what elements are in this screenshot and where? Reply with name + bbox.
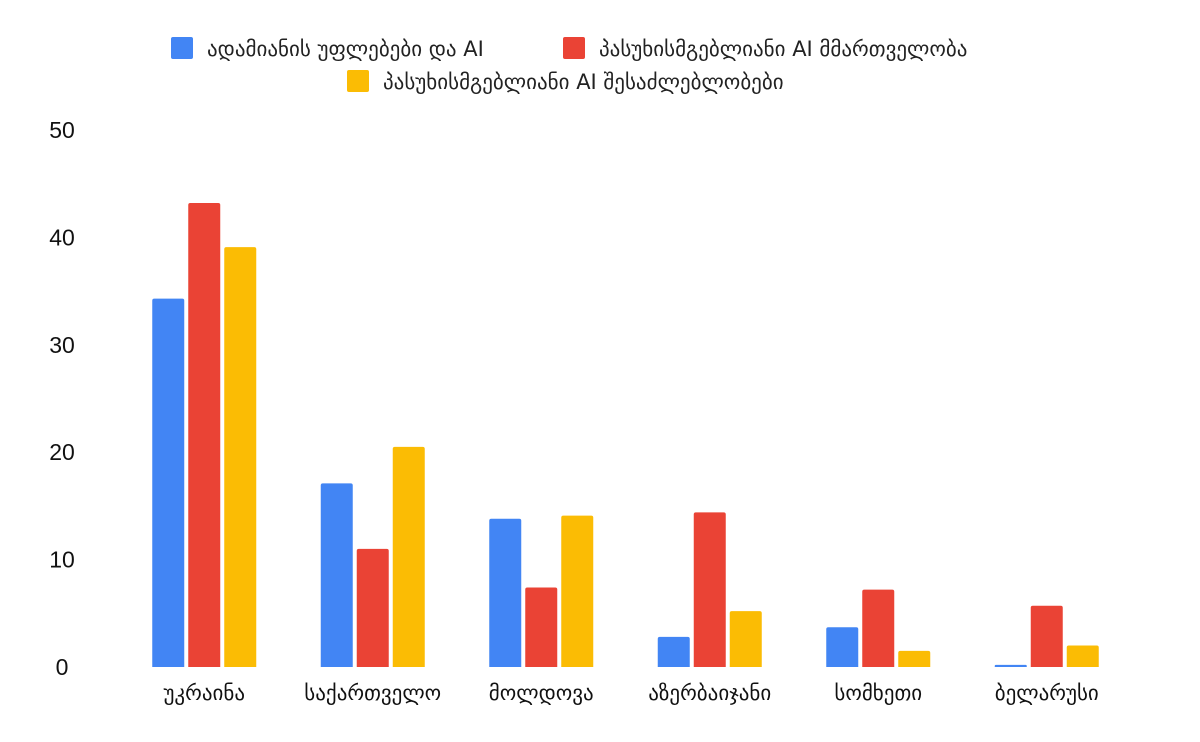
bar-3-series-3[interactable] bbox=[561, 515, 594, 667]
bar-1-series-3[interactable] bbox=[224, 247, 257, 668]
x-axis: უკრაინა საქართველო მოლდოვა აზერბაიჯანი სომხე… bbox=[163, 681, 1098, 705]
legend-label-1: ადამიანის უფლებები და AI bbox=[207, 37, 484, 61]
bar-4-series-2[interactable] bbox=[693, 512, 726, 667]
bars bbox=[152, 203, 1099, 668]
bar-5-series-2[interactable] bbox=[862, 589, 895, 667]
legend-item-2[interactable]: პასუხისმგებლიანი AI მმართველობა bbox=[563, 37, 967, 61]
bar-2-series-2[interactable] bbox=[356, 548, 389, 667]
bar-3-series-1[interactable] bbox=[489, 518, 522, 667]
legend-swatch-3 bbox=[347, 70, 369, 92]
x-category-label: უკრაინა bbox=[163, 681, 245, 705]
x-category-label: აზერბაიჯანი bbox=[648, 681, 771, 705]
legend: ადამიანის უფლებები და AI პასუხისმგებლიან… bbox=[171, 37, 967, 94]
x-category-label: ბელარუსი bbox=[995, 681, 1099, 705]
bar-5-series-1[interactable] bbox=[826, 627, 859, 667]
bar-1-series-2[interactable] bbox=[188, 203, 221, 668]
bar-4-series-1[interactable] bbox=[657, 636, 690, 667]
y-tick-label: 50 bbox=[49, 117, 75, 143]
bar-2-series-3[interactable] bbox=[392, 446, 425, 667]
bar-4-series-3[interactable] bbox=[729, 611, 762, 667]
bar-3-series-2[interactable] bbox=[525, 587, 558, 667]
legend-swatch-2 bbox=[563, 37, 585, 59]
bar-5-series-3[interactable] bbox=[898, 650, 931, 667]
bar-2-series-1[interactable] bbox=[320, 483, 353, 667]
x-category-label: სომხეთი bbox=[834, 681, 922, 705]
x-category-label: მოლდოვა bbox=[489, 681, 594, 705]
y-tick-label: 40 bbox=[49, 224, 75, 250]
legend-swatch-1 bbox=[171, 37, 193, 59]
y-tick-label: 20 bbox=[49, 439, 75, 465]
y-tick-label: 0 bbox=[56, 654, 69, 680]
y-tick-label: 10 bbox=[49, 547, 75, 573]
legend-label-2: პასუხისმგებლიანი AI მმართველობა bbox=[599, 37, 967, 61]
x-category-label: საქართველო bbox=[304, 681, 441, 705]
bar-6-series-1[interactable] bbox=[994, 664, 1027, 667]
legend-label-3: პასუხისმგებლიანი AI შესაძლებლობები bbox=[383, 70, 784, 94]
bar-6-series-2[interactable] bbox=[1030, 605, 1063, 667]
bar-6-series-3[interactable] bbox=[1066, 645, 1099, 667]
y-axis: 0 10 20 30 40 50 bbox=[49, 117, 75, 680]
y-tick-label: 30 bbox=[49, 332, 75, 358]
legend-item-3[interactable]: პასუხისმგებლიანი AI შესაძლებლობები bbox=[347, 70, 784, 94]
bar-1-series-1[interactable] bbox=[152, 298, 185, 667]
legend-item-1[interactable]: ადამიანის უფლებები და AI bbox=[171, 37, 484, 61]
